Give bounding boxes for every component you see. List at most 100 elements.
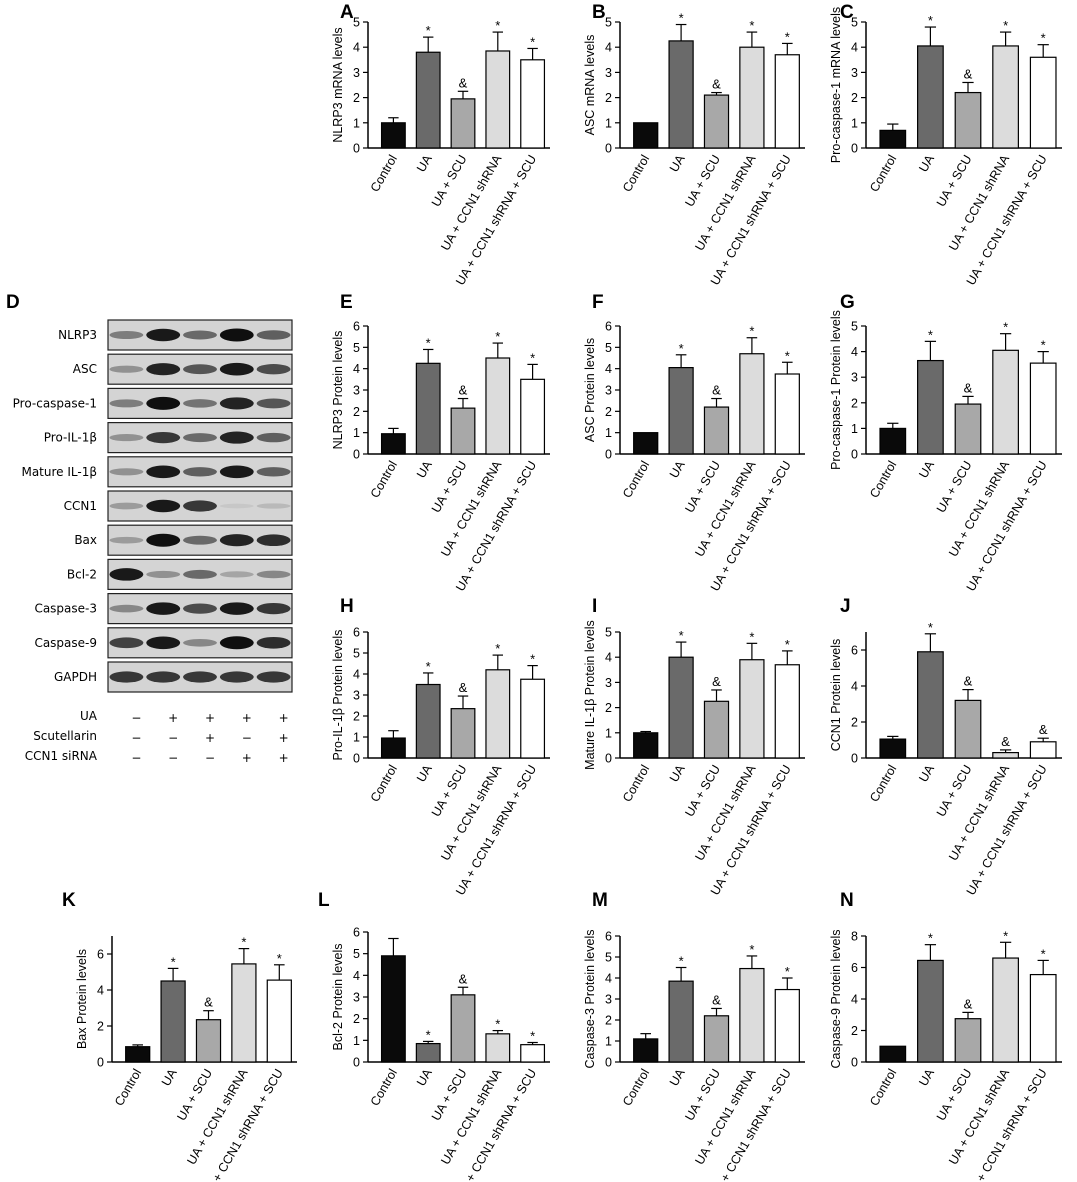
chart-panel-c: C 0 1 2 3 4 5 Pro-caspase-1 mRNA levels Control *… xyxy=(829,2,1062,288)
blot-row: Bcl-2 xyxy=(67,558,293,591)
blot-band xyxy=(219,636,254,650)
category-label: Control xyxy=(620,459,652,501)
bar-2 xyxy=(954,1018,982,1063)
y-tick-label: 3 xyxy=(353,689,360,703)
significance-mark: * xyxy=(679,628,684,643)
blot-band xyxy=(183,433,217,443)
y-axis-label: ASC mRNA levels xyxy=(583,35,597,136)
category-label: UA xyxy=(414,762,435,785)
chart-panel-g: G 0 1 2 3 4 5 Pro-caspase-1 Protein levels Contr… xyxy=(829,292,1062,594)
blot-band xyxy=(109,330,144,340)
treatment-sign: + xyxy=(205,731,215,745)
category-label: UA + SCU xyxy=(682,153,723,210)
bar-1 xyxy=(917,359,944,455)
category-label: Control xyxy=(620,153,652,195)
y-axis-label: Mature IL-1β Protein levels xyxy=(583,620,597,770)
y-tick-label: 0 xyxy=(851,142,858,156)
y-axis-label: Caspase-9 Protein levels xyxy=(829,930,843,1069)
blot-band xyxy=(109,568,144,581)
y-tick-label: 6 xyxy=(353,926,360,940)
y-tick-label: 6 xyxy=(353,320,360,334)
bar-0 xyxy=(380,122,406,149)
blot-band xyxy=(256,398,291,409)
treatment-sign: − xyxy=(168,731,178,745)
significance-mark: * xyxy=(530,34,535,49)
significance-mark: & xyxy=(459,971,468,986)
y-tick-label: 4 xyxy=(353,969,360,983)
y-tick-label: 2 xyxy=(605,1014,612,1028)
bar-4 xyxy=(1029,56,1057,149)
significance-mark: * xyxy=(1003,928,1008,943)
y-tick-label: 6 xyxy=(353,626,360,640)
blot-band xyxy=(109,536,144,544)
chart-panel-i: I 0 1 2 3 4 5 Mature IL-1β Protein levels Contro… xyxy=(583,596,805,898)
y-tick-label: 3 xyxy=(605,384,612,398)
blot-label: GAPDH xyxy=(54,670,97,684)
y-tick-label: 1 xyxy=(353,426,360,440)
y-axis-label: Pro-caspase-1 Protein levels xyxy=(829,310,843,470)
blot-label: ASC xyxy=(73,362,97,376)
bar-2 xyxy=(703,406,730,455)
blot-band xyxy=(219,571,254,578)
y-tick-label: 4 xyxy=(851,41,858,55)
blot-band xyxy=(183,500,217,512)
bar-4 xyxy=(1029,973,1057,1063)
category-label: UA xyxy=(667,1066,688,1089)
y-tick-label: 1 xyxy=(353,731,360,745)
category-label: Control xyxy=(867,1067,899,1109)
bar-2 xyxy=(450,708,476,759)
bar-4 xyxy=(520,678,546,759)
y-axis-label: NLRP3 Protein levels xyxy=(331,331,345,450)
blot-band xyxy=(183,399,217,408)
bar-1 xyxy=(415,683,441,759)
y-tick-label: 4 xyxy=(605,972,612,986)
significance-mark: * xyxy=(426,23,431,38)
y-tick-label: 5 xyxy=(353,341,360,355)
blot-row: Caspase-9 xyxy=(34,627,293,659)
significance-mark: & xyxy=(964,66,973,81)
category-label: UA xyxy=(667,152,688,175)
bar-3 xyxy=(992,751,1019,759)
significance-mark: * xyxy=(749,942,754,957)
blot-row: Caspase-3 xyxy=(34,592,293,625)
y-axis-label: ASC Protein levels xyxy=(583,338,597,442)
panel-label: N xyxy=(840,890,854,911)
bar-3 xyxy=(992,957,1019,1063)
bar-4 xyxy=(520,1044,546,1063)
y-tick-label: 4 xyxy=(851,680,858,694)
bar-4 xyxy=(520,59,546,149)
bar-1 xyxy=(917,651,944,759)
blot-band xyxy=(256,671,291,683)
bar-3 xyxy=(485,50,511,149)
significance-mark: * xyxy=(749,629,754,644)
panel-label: F xyxy=(592,292,604,313)
y-tick-label: 0 xyxy=(97,1056,104,1070)
blot-row: ASC xyxy=(73,353,293,385)
category-label: Control xyxy=(867,459,899,501)
y-tick-label: 4 xyxy=(605,651,612,665)
y-tick-label: 1 xyxy=(605,116,612,130)
y-tick-label: 6 xyxy=(851,644,858,658)
bar-3 xyxy=(739,659,765,759)
bar-0 xyxy=(380,433,406,455)
blot-band xyxy=(183,364,217,375)
blot-band xyxy=(183,603,217,614)
y-tick-label: 0 xyxy=(353,1056,360,1070)
panel-label: L xyxy=(318,890,330,911)
y-tick-label: 5 xyxy=(353,947,360,961)
y-tick-label: 3 xyxy=(851,66,858,80)
panel-label: H xyxy=(340,596,354,617)
y-tick-label: 2 xyxy=(605,701,612,715)
significance-mark: * xyxy=(679,341,684,356)
category-label: UA xyxy=(667,458,688,481)
y-tick-label: 2 xyxy=(851,716,858,730)
bar-1 xyxy=(668,367,694,455)
bar-3 xyxy=(739,46,765,149)
bar-2 xyxy=(954,91,982,149)
panel-label: K xyxy=(62,890,76,911)
chart-panel-k: K 0 2 4 6 Bax Protein levels Control * UA & UA + S… xyxy=(62,890,297,1182)
y-tick-label: 5 xyxy=(605,626,612,640)
treatment-sign: + xyxy=(168,711,178,725)
blot-band xyxy=(219,503,254,509)
y-tick-label: 2 xyxy=(353,91,360,105)
